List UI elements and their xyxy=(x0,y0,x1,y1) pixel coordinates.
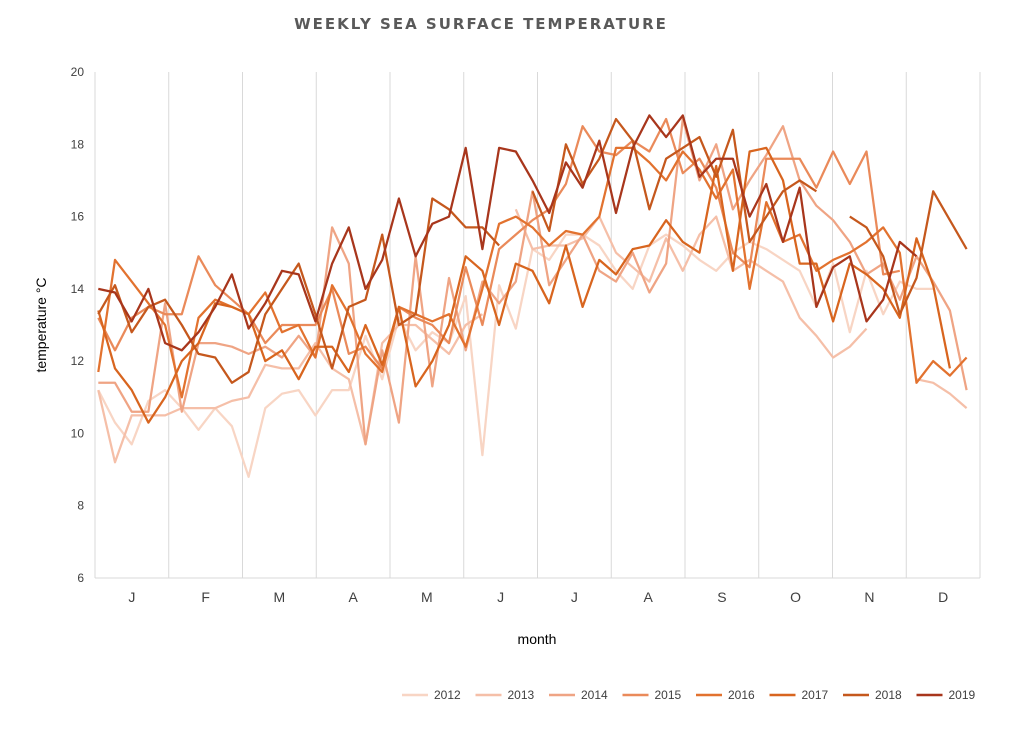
legend-label-2016: 2016 xyxy=(728,688,755,702)
legend-label-2018: 2018 xyxy=(875,688,902,702)
series-line-2012 xyxy=(97,233,934,478)
x-tick-label: D xyxy=(938,589,948,605)
series-lines xyxy=(97,114,968,478)
x-tick-label: S xyxy=(717,589,726,605)
y-tick-label: 10 xyxy=(71,426,85,440)
y-axis-title: temperature °C xyxy=(33,277,49,372)
x-tick-label: J xyxy=(497,589,504,605)
x-tick-label: J xyxy=(128,589,135,605)
chart-title: WEEKLY SEA SURFACE TEMPERATURE xyxy=(294,15,668,33)
legend-label-2015: 2015 xyxy=(655,688,682,702)
series-line-2019 xyxy=(98,114,918,352)
y-tick-label: 16 xyxy=(71,210,85,224)
x-tick-label: A xyxy=(643,589,653,605)
legend-label-2014: 2014 xyxy=(581,688,608,702)
y-tick-label: 6 xyxy=(77,571,84,585)
y-tick-label: 18 xyxy=(71,137,85,151)
x-axis-title: month xyxy=(518,631,557,647)
x-tick-label: M xyxy=(421,589,433,605)
y-tick-label: 8 xyxy=(77,499,84,513)
x-tick-label: M xyxy=(274,589,286,605)
series-line-2015 xyxy=(97,117,901,370)
y-axis-ticks: 6 8 10 12 14 16 18 20 xyxy=(71,65,85,585)
legend-label-2019: 2019 xyxy=(949,688,976,702)
x-tick-label: A xyxy=(348,589,358,605)
y-tick-label: 20 xyxy=(71,65,85,79)
series-line-2018 xyxy=(97,117,968,384)
series-line-2013 xyxy=(97,208,968,464)
x-tick-label: O xyxy=(790,589,801,605)
series-line-2017 xyxy=(97,146,952,424)
legend-label-2017: 2017 xyxy=(802,688,829,702)
legend-label-2013: 2013 xyxy=(508,688,535,702)
y-tick-label: 12 xyxy=(71,354,85,368)
legend-label-2012: 2012 xyxy=(434,688,461,702)
legend: 2012 2013 2014 2015 2016 2017 2018 2019 xyxy=(402,688,976,702)
x-tick-label: F xyxy=(201,589,210,605)
x-tick-label: J xyxy=(571,589,578,605)
y-tick-label: 14 xyxy=(71,282,85,296)
x-tick-label: N xyxy=(864,589,874,605)
